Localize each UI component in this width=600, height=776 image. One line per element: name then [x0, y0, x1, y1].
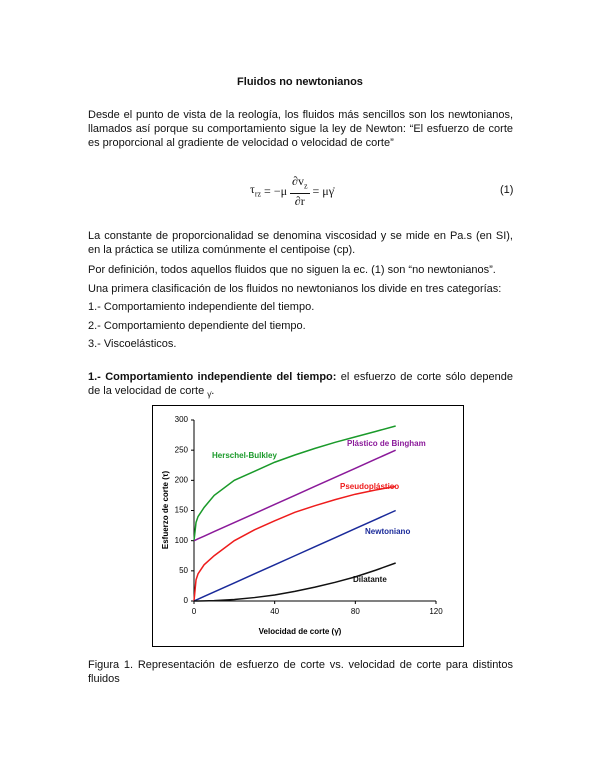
paragraph: La constante de proporcionalidad se deno… — [88, 230, 513, 256]
series-label: Pseudoplástico — [340, 482, 399, 491]
list-item: 2.- Comportamiento dependiente del tiemp… — [88, 320, 306, 332]
title: Fluidos no newtonianos — [237, 76, 363, 88]
y-tick-label: 250 — [175, 445, 189, 454]
equation: τrz = −μ ∂vz ∂r = μγ̇ — [250, 174, 334, 208]
x-tick-label: 0 — [192, 607, 197, 616]
y-tick-label: 50 — [179, 566, 188, 575]
x-tick-label: 40 — [270, 607, 279, 616]
list-item: 1.- Comportamiento independiente del tie… — [88, 301, 315, 313]
paragraph: Una primera clasificación de los fluidos… — [88, 283, 502, 295]
eq-part: τ — [250, 181, 255, 196]
y-axis-label: Esfuerzo de corte (τ) — [161, 471, 170, 550]
y-tick-label: 300 — [175, 415, 189, 424]
figure-frame — [152, 405, 464, 647]
eq-part: rz — [254, 188, 262, 198]
x-axis-label: Velocidad de corte (γ̇) — [259, 627, 342, 636]
series-label: Herschel-Bulkley — [212, 451, 277, 460]
series-line — [193, 509, 396, 602]
symbol: γ̇ — [207, 390, 212, 400]
section-text: . — [211, 385, 215, 397]
series-line — [193, 485, 396, 602]
x-tick-label: 80 — [351, 607, 360, 616]
eq-part: z — [303, 181, 308, 191]
chart: Velocidad de corte (γ̇) Esfuerzo de cort… — [152, 405, 464, 647]
series-line — [193, 449, 396, 542]
series-label: Newtoniano — [365, 527, 410, 536]
y-tick-label: 0 — [184, 596, 189, 605]
fraction: ∂vz ∂r — [290, 174, 310, 208]
series-label: Plástico de Bingham — [347, 439, 426, 448]
paragraph: Por definición, todos aquellos fluidos q… — [88, 264, 496, 276]
eq-part: τrz — [250, 182, 261, 201]
y-tick-label: 150 — [175, 506, 189, 515]
section-text: el esfuerzo de corte sólo depende de la … — [88, 371, 513, 397]
x-tick-label: 120 — [429, 607, 443, 616]
paragraph: Desde el punto de vista de la reología, … — [88, 109, 513, 149]
series-label: Dilatante — [353, 575, 387, 584]
section-heading: 1.- Comportamiento independiente del tie… — [88, 371, 337, 383]
eq-part: ∂r — [294, 194, 305, 209]
eq-part: = −μ — [264, 184, 288, 199]
series-line — [194, 562, 396, 602]
eq-part: = μγ̇ — [312, 184, 335, 199]
y-tick-label: 200 — [175, 475, 189, 484]
section: 1.- Comportamiento independiente del tie… — [88, 370, 513, 402]
series-line — [193, 425, 396, 541]
list-item: 3.- Viscoelásticos. — [88, 338, 177, 350]
equation-number: (1) — [500, 184, 514, 196]
eq-part: ∂v — [292, 174, 304, 188]
eq-part: ∂vz — [290, 174, 310, 195]
caption: Figura 1. Representación de esfuerzo de … — [88, 659, 513, 685]
y-tick-label: 100 — [175, 536, 189, 545]
